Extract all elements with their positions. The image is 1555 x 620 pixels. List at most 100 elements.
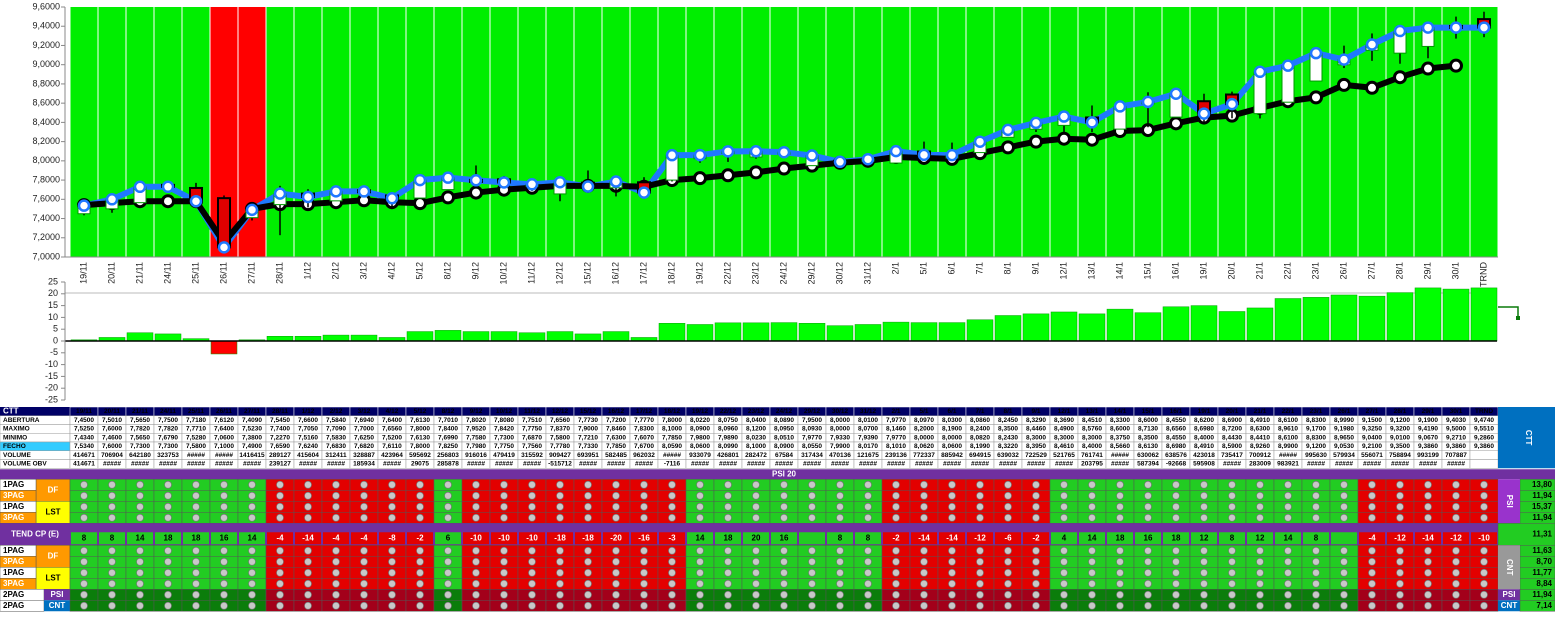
- table-value: 7,8420: [494, 426, 514, 433]
- header-date: 27/11: [244, 408, 260, 415]
- signal-light: [360, 601, 368, 610]
- table-value: 7,3800: [242, 434, 262, 441]
- close-point: [1477, 21, 1491, 34]
- signal-light: [528, 513, 536, 522]
- signal-light: [248, 601, 256, 610]
- header-date: 23/1: [1310, 408, 1323, 415]
- signal-light: [388, 568, 396, 577]
- table-value: 7,6700: [634, 443, 654, 450]
- signal-light: [1144, 601, 1152, 610]
- header-date: 19/12: [692, 408, 709, 415]
- signal-light: [360, 480, 368, 489]
- row-label: VOLUME OBV: [3, 461, 47, 468]
- table-value: 9,3500: [1390, 443, 1410, 450]
- group-label: DF: [48, 551, 59, 560]
- y-tick-label: 8,8000: [32, 78, 60, 88]
- column-bg: [462, 7, 490, 257]
- tend-inner: [1331, 532, 1357, 545]
- tend-value: 14: [1284, 533, 1293, 542]
- signal-light: [1032, 568, 1040, 577]
- table-value: 758894: [1389, 452, 1411, 459]
- signal-light: [1368, 502, 1376, 511]
- header-date: 14/1: [1114, 408, 1127, 415]
- table-value: 8,6900: [1222, 417, 1242, 424]
- signal-light: [136, 502, 144, 511]
- table-value: 8,4610: [1054, 443, 1074, 450]
- signal-light: [976, 502, 984, 511]
- signal-light: [864, 557, 872, 566]
- bar: [1022, 313, 1050, 342]
- table-value: 8,8300: [1306, 417, 1326, 424]
- signal-light: [416, 480, 424, 489]
- signal-light: [892, 491, 900, 500]
- signal-light: [584, 568, 592, 577]
- signal-light: [276, 491, 284, 500]
- table-value: 9,4740: [1474, 417, 1494, 424]
- x-tick-label: 12/12: [554, 262, 564, 285]
- table-value: 7,9890: [718, 434, 738, 441]
- x-tick-label: 20/11: [106, 262, 116, 284]
- table-value: 983921: [1277, 461, 1299, 468]
- table-value: 7,7400: [270, 426, 290, 433]
- signal-light: [1172, 502, 1180, 511]
- close-point: [1197, 107, 1211, 120]
- table-value: 8,0000: [942, 434, 962, 441]
- y-tick-label: 9,6000: [32, 1, 60, 11]
- table-value: -515712: [548, 461, 572, 468]
- x-tick-label: 19/11: [78, 262, 88, 284]
- y-tick-label: 8,2000: [32, 136, 60, 146]
- tend-inner: [1387, 532, 1413, 545]
- y-tick-label: 7,0000: [32, 251, 60, 261]
- psi-title: PSI 20: [772, 469, 797, 478]
- tend-value: 8: [866, 533, 871, 542]
- bar: [406, 331, 434, 342]
- table-value: 8,0000: [830, 417, 850, 424]
- tend-inner: [295, 532, 321, 545]
- table-value: 7,6940: [354, 417, 374, 424]
- row-label: FECHO: [3, 443, 26, 450]
- close-point: [1421, 21, 1435, 34]
- bar: [434, 330, 462, 342]
- signal-light: [1452, 568, 1460, 577]
- table-value: #####: [299, 461, 317, 468]
- signal-light: [724, 480, 732, 489]
- signal-light: [696, 546, 704, 555]
- table-value: 8,6980: [1194, 426, 1214, 433]
- table-value: #####: [887, 461, 905, 468]
- tend-value: -8: [388, 533, 396, 542]
- table-value: 7,7850: [606, 443, 626, 450]
- table-value: 8,4460: [1026, 426, 1046, 433]
- signal-light: [948, 579, 956, 588]
- side-value: 11,94: [1532, 590, 1552, 599]
- tend-inner: [771, 532, 797, 545]
- signal-light: [1396, 568, 1404, 577]
- header-date: 30/1: [1450, 408, 1463, 415]
- row-label: 1PAG: [3, 480, 24, 489]
- signal-light: [1116, 491, 1124, 500]
- header-date: 29/12: [804, 408, 821, 415]
- table-value: 7,7300: [130, 443, 150, 450]
- tend-inner: [519, 532, 545, 545]
- signal-light: [976, 491, 984, 500]
- signal-light: [1452, 502, 1460, 511]
- table-value: 317434: [801, 452, 823, 459]
- table-value: 9,0100: [1390, 434, 1410, 441]
- close-point: [1141, 95, 1155, 109]
- signal-light: [808, 579, 816, 588]
- table-value: 7,6250: [354, 434, 374, 441]
- y-tick-label: 8,4000: [32, 117, 60, 127]
- signal-light: [864, 491, 872, 500]
- signal-light: [1032, 590, 1040, 599]
- signal-light: [864, 601, 872, 610]
- signal-light: [500, 590, 508, 599]
- table-value: 9,1500: [1362, 417, 1382, 424]
- signal-light: [1284, 502, 1292, 511]
- bar: [686, 324, 714, 342]
- signal-light: [220, 546, 228, 555]
- signal-light: [1144, 579, 1152, 588]
- signal-light: [976, 590, 984, 599]
- table-value: 7,7770: [634, 417, 654, 424]
- table-value: 7,7850: [662, 434, 682, 441]
- average-point: [721, 168, 735, 183]
- signal-light: [80, 546, 88, 555]
